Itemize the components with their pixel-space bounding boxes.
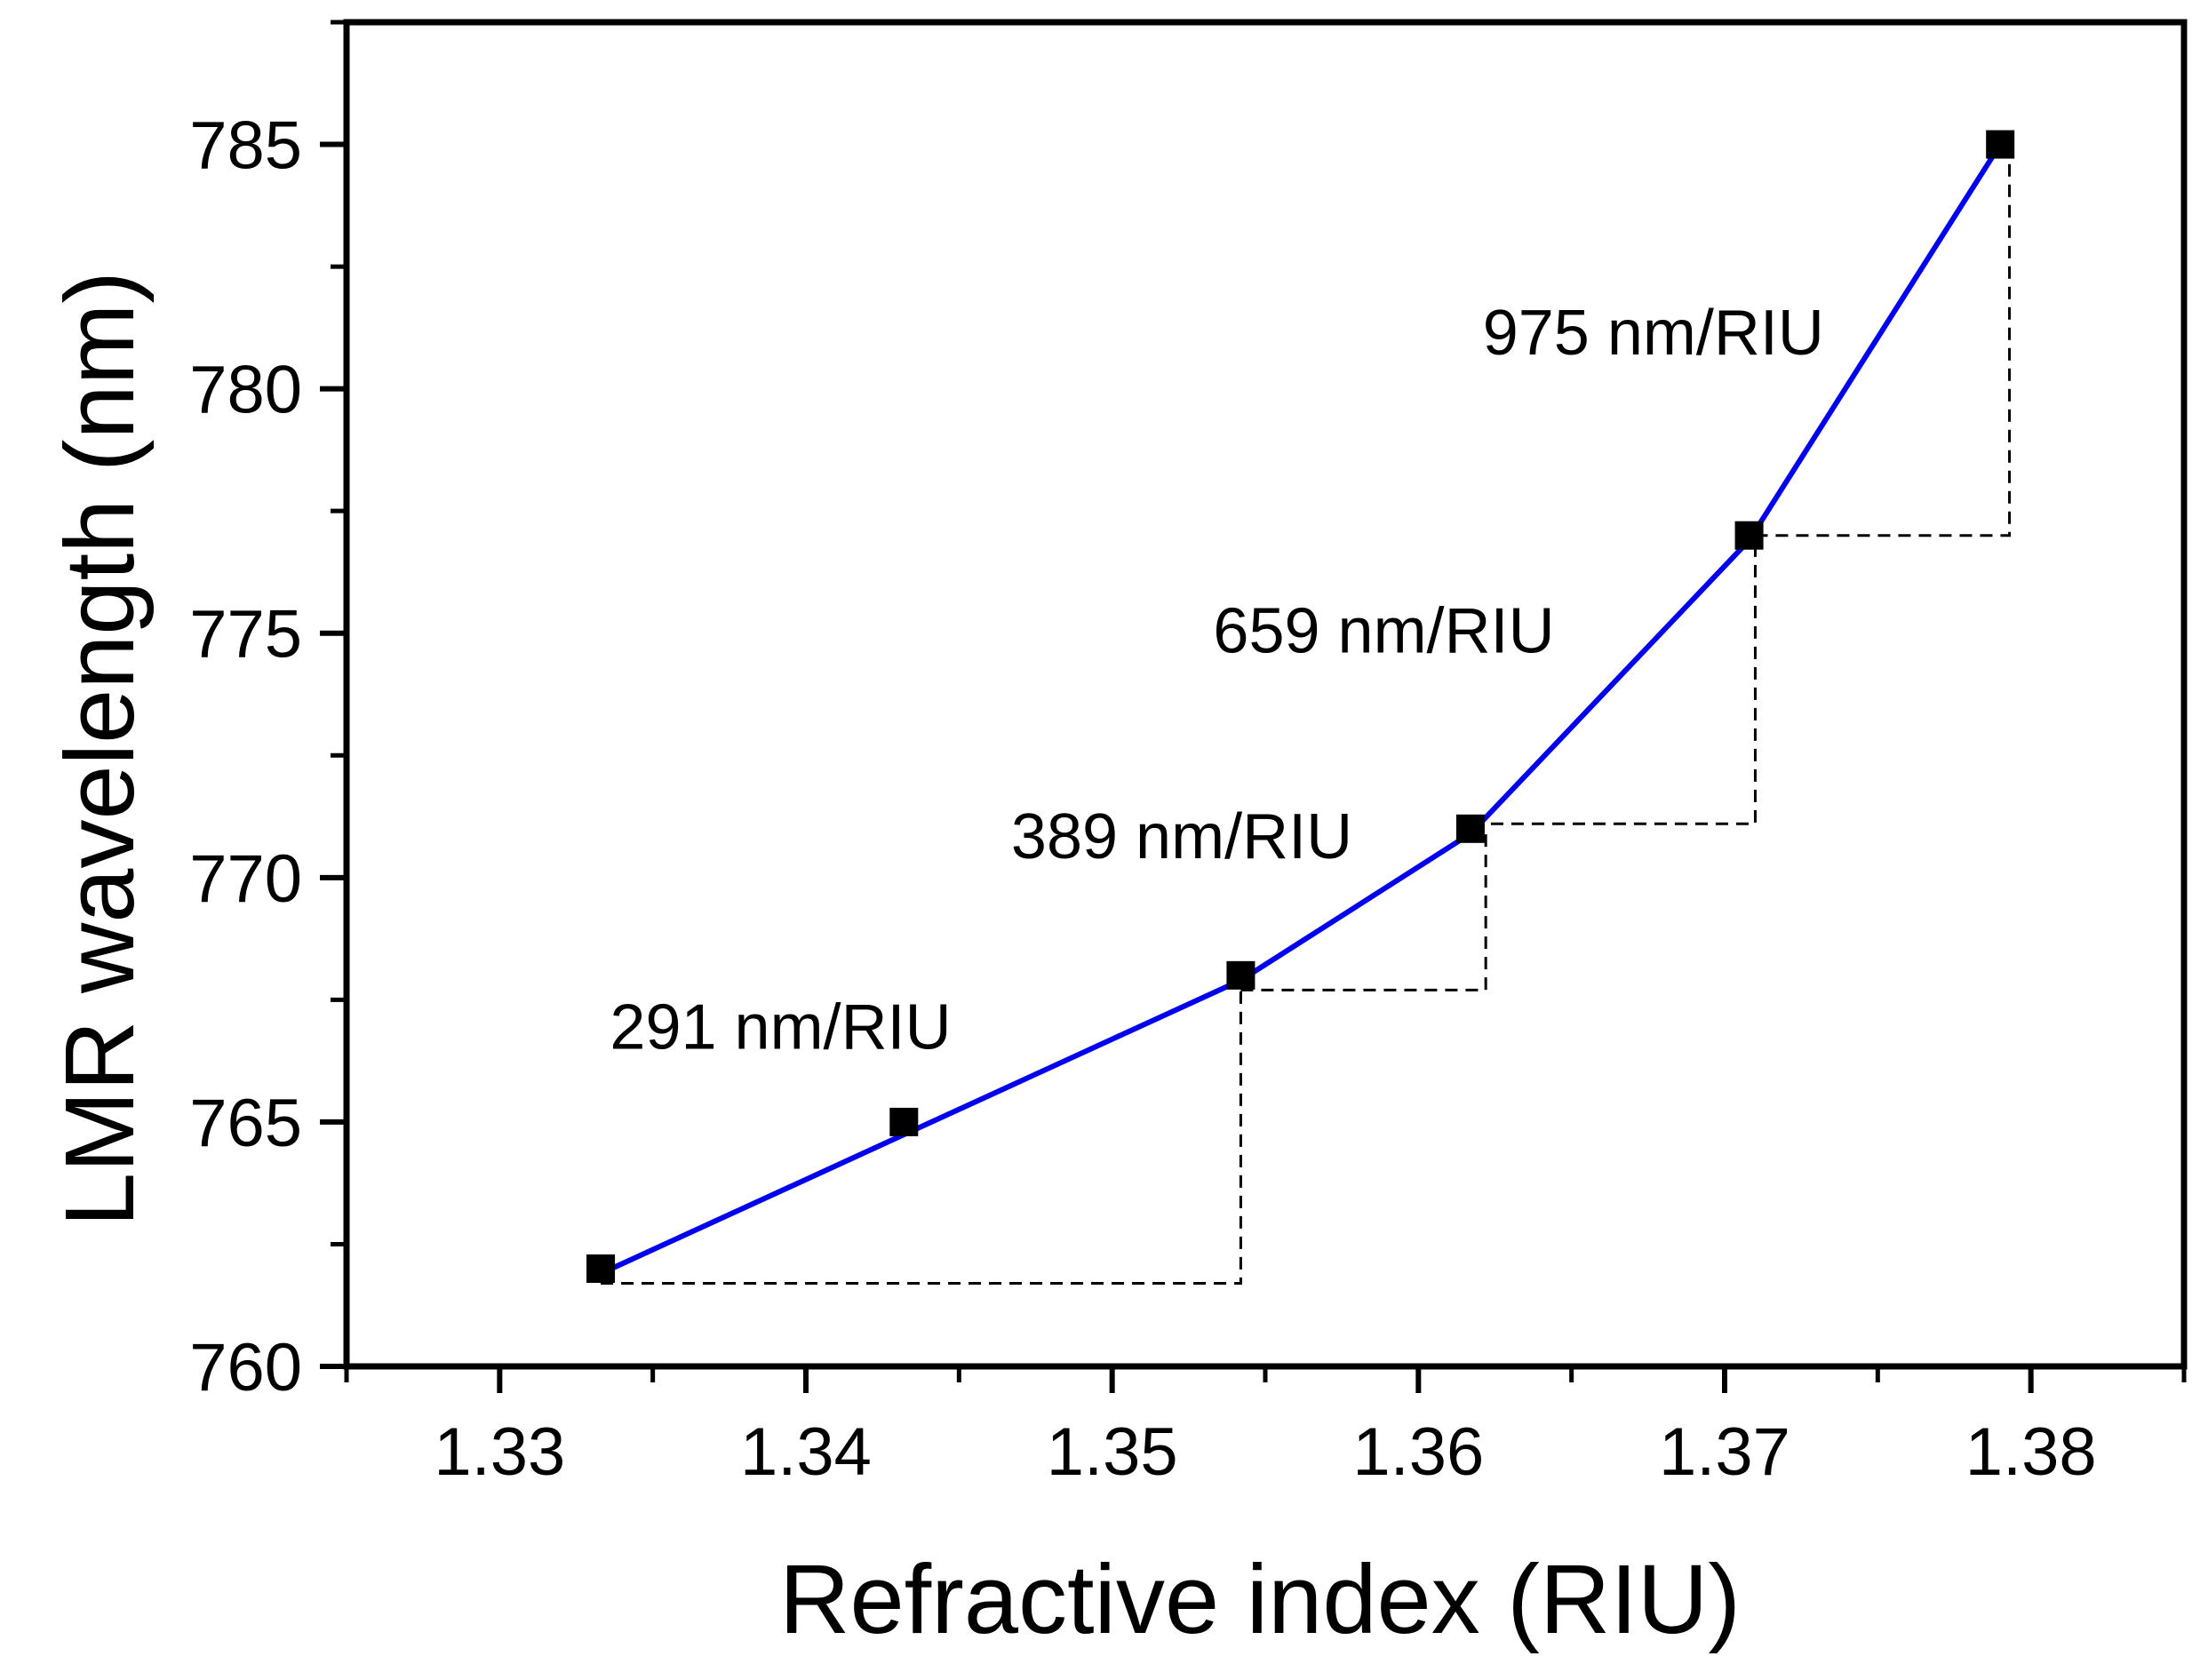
plot-frame [343, 19, 2188, 1370]
x-tick-label: 1.35 [1047, 1414, 1178, 1490]
y-tick-label: 760 [189, 1330, 302, 1405]
x-tick-label: 1.33 [434, 1414, 565, 1490]
sensitivity-annotation: 291 nm/RIU [610, 991, 951, 1063]
data-point [586, 1254, 616, 1283]
sensitivity-annotation: 975 nm/RIU [1483, 298, 1824, 369]
data-point [1734, 521, 1764, 550]
data-point [1226, 960, 1255, 990]
x-tick-label: 1.36 [1352, 1414, 1484, 1490]
y-axis-title: LMR wavelength (nm) [45, 271, 155, 1227]
guide-line-3 [1470, 530, 1757, 825]
x-tick-label: 1.38 [1965, 1414, 2097, 1490]
data-point [889, 1107, 919, 1136]
y-tick-label: 765 [189, 1086, 302, 1161]
guide-line-4 [1755, 144, 2012, 537]
y-tick-label: 770 [189, 841, 302, 917]
guide-line-1 [601, 980, 1242, 1285]
sensitivity-annotation: 659 nm/RIU [1213, 596, 1554, 667]
x-axis-title: Refractive index (RIU) [779, 1545, 1741, 1654]
data-point [1455, 814, 1485, 843]
sensitivity-annotation: 389 nm/RIU [1011, 801, 1352, 872]
y-tick-label: 785 [189, 108, 302, 184]
x-tick-label: 1.37 [1659, 1414, 1790, 1490]
y-tick-label: 780 [189, 353, 302, 428]
data-point [1986, 130, 2015, 159]
y-tick-label: 775 [189, 597, 302, 673]
x-tick-label: 1.34 [740, 1414, 872, 1490]
guide-line-2 [1240, 828, 1487, 991]
